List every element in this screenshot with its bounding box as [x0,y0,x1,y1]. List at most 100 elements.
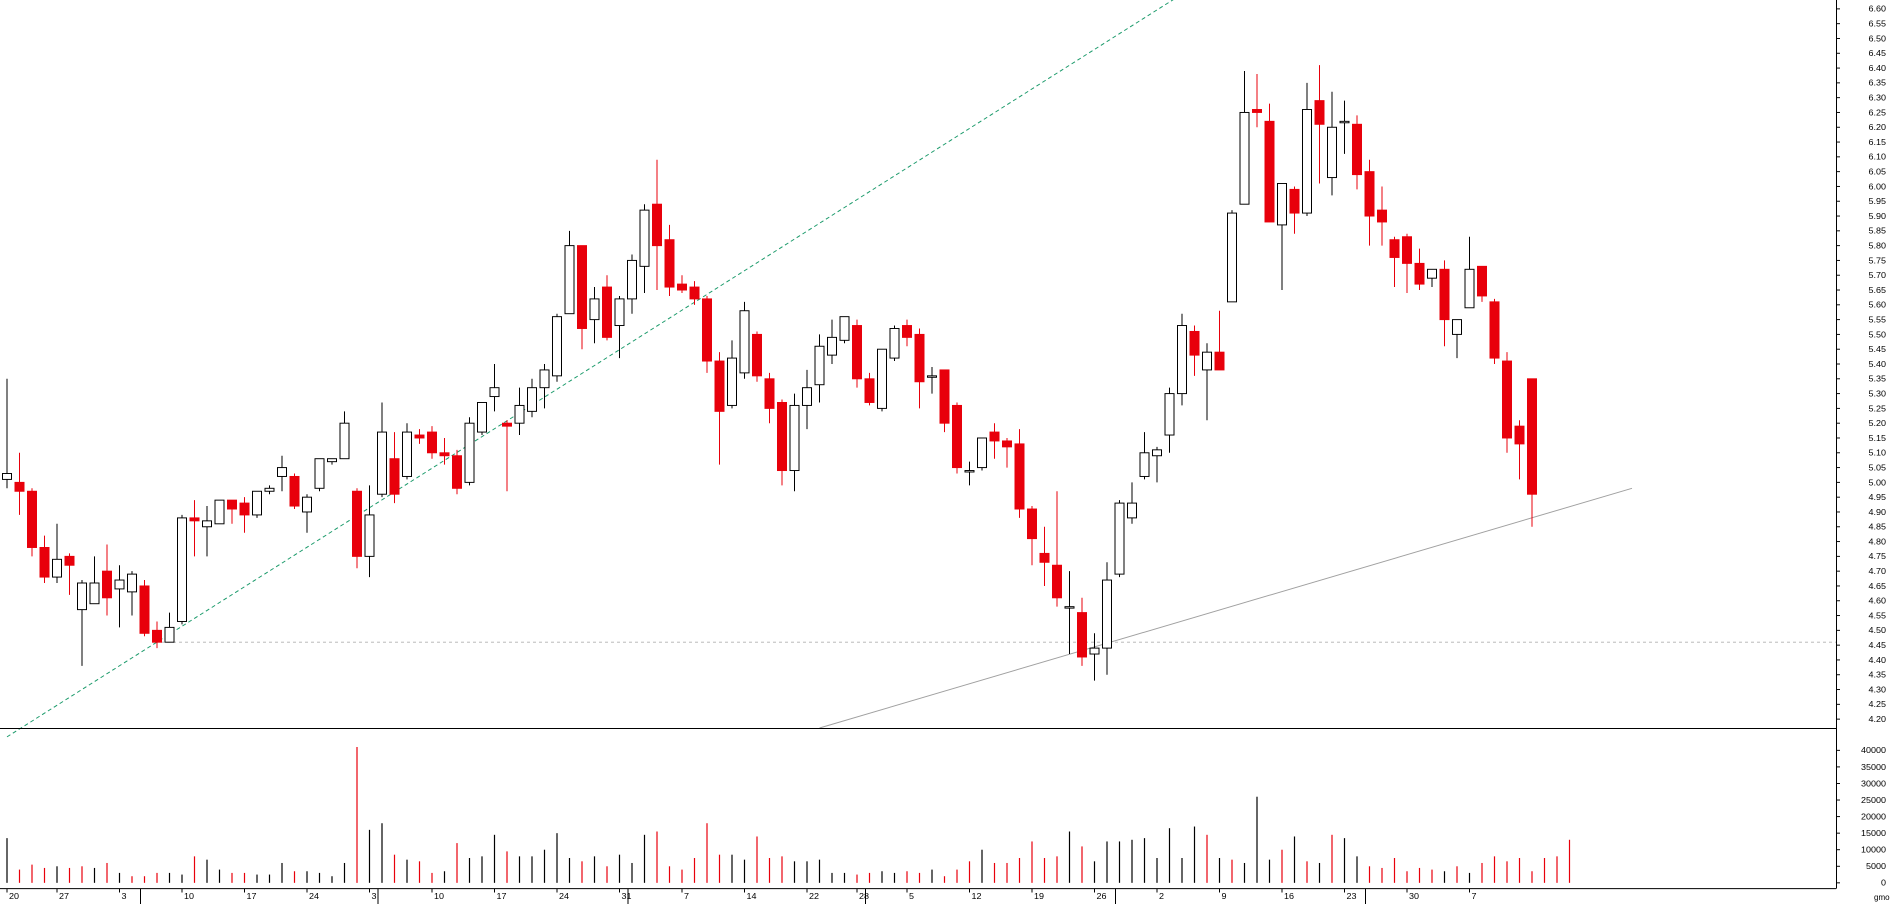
candle-body [1064,606,1075,609]
candle [14,452,25,515]
candle-body [1477,265,1487,297]
candle [1352,115,1362,190]
price-tick-label: 4.65 [1869,581,1887,591]
candle [639,204,650,293]
date-tick-label: 10 [434,891,444,901]
candle [577,245,587,350]
candle [452,449,462,495]
price-tick-label: 5.85 [1869,226,1887,236]
candle-body [139,585,150,634]
candle [814,334,825,403]
candle [689,281,700,305]
candle [252,490,262,518]
candle [1327,91,1337,196]
price-tick-label: 5.25 [1869,403,1887,413]
date-tick-label: 20 [9,891,19,901]
candle-body [677,283,687,291]
date-tick-label: 28 [859,891,869,901]
date-tick-label: 23 [1347,891,1357,901]
price-tick-label: 6.50 [1869,34,1887,44]
candle-body [277,467,287,477]
candle [627,254,637,314]
candle [1514,420,1525,480]
candle [652,159,662,291]
candle-body [714,360,725,412]
candle-body [802,387,812,406]
candle [339,411,350,460]
candle [752,331,762,382]
candle-body [1177,325,1187,395]
candle [114,565,125,628]
candle-body [302,496,312,513]
price-tick-label: 5.90 [1869,211,1887,221]
candle [352,488,362,569]
candle [1489,298,1500,365]
candle [602,275,612,341]
price-tick-label: 4.60 [1869,596,1887,606]
price-tick-label: 4.55 [1869,611,1887,621]
candle [1389,236,1400,288]
price-tick-label: 5.15 [1869,433,1887,443]
price-tick-label: 6.25 [1869,107,1887,117]
date-tick-label: 16 [1284,891,1294,901]
candle [864,372,875,406]
candle-body [1202,351,1212,371]
candle-body [1039,552,1050,563]
date-tick-label: 17 [496,891,506,901]
candle-body [1314,100,1325,125]
date-tick-label: 19 [1034,891,1044,901]
candle-body [339,422,350,460]
price-tick-label: 5.50 [1869,329,1887,339]
candle-body [452,455,462,489]
candle [1064,571,1075,655]
candle-body [1364,171,1375,217]
date-tick-label: 24 [309,891,319,901]
price-tick-label: 4.25 [1869,699,1887,709]
candle [102,544,112,616]
candle-body [789,404,800,472]
date-tick-label: 9 [1221,891,1226,901]
candle-body [814,345,825,386]
candle-body [202,520,212,528]
candle-body [1439,268,1450,321]
candle-body [1227,212,1237,303]
candle [1289,186,1300,234]
candle [189,500,200,557]
candle [902,319,912,347]
candle-body [864,378,875,403]
price-tick-label: 5.00 [1869,477,1887,487]
candle-body [1414,262,1425,285]
candle [1102,562,1112,675]
candle [1527,378,1537,527]
candle-body [1289,188,1300,214]
candle-body [764,378,775,409]
candle-body [539,369,550,389]
candle-body [1277,183,1287,226]
month-label: May [867,902,885,904]
candle-body [514,404,525,424]
price-tick-label: 5.70 [1869,270,1887,280]
candle-body [227,499,237,510]
price-tick-label: 5.80 [1869,241,1887,251]
price-tick-label: 4.70 [1869,566,1887,576]
candle [1264,103,1275,223]
candle [1502,352,1512,453]
candle-body [314,458,325,489]
date-tick-label: 22 [809,891,819,901]
candle-body [1089,647,1100,655]
candle-body [39,547,50,578]
candle [677,275,687,293]
candle [1027,506,1037,566]
candle-body [627,259,637,300]
candle-body [727,357,737,406]
candle-body [1464,268,1475,309]
price-tick-label: 6.20 [1869,122,1887,132]
volume-panel [6,747,1571,883]
candle [377,402,387,498]
candle-body [464,422,475,483]
candle [489,364,500,412]
candle-body [1502,360,1512,439]
price-tick-label: 6.10 [1869,152,1887,162]
